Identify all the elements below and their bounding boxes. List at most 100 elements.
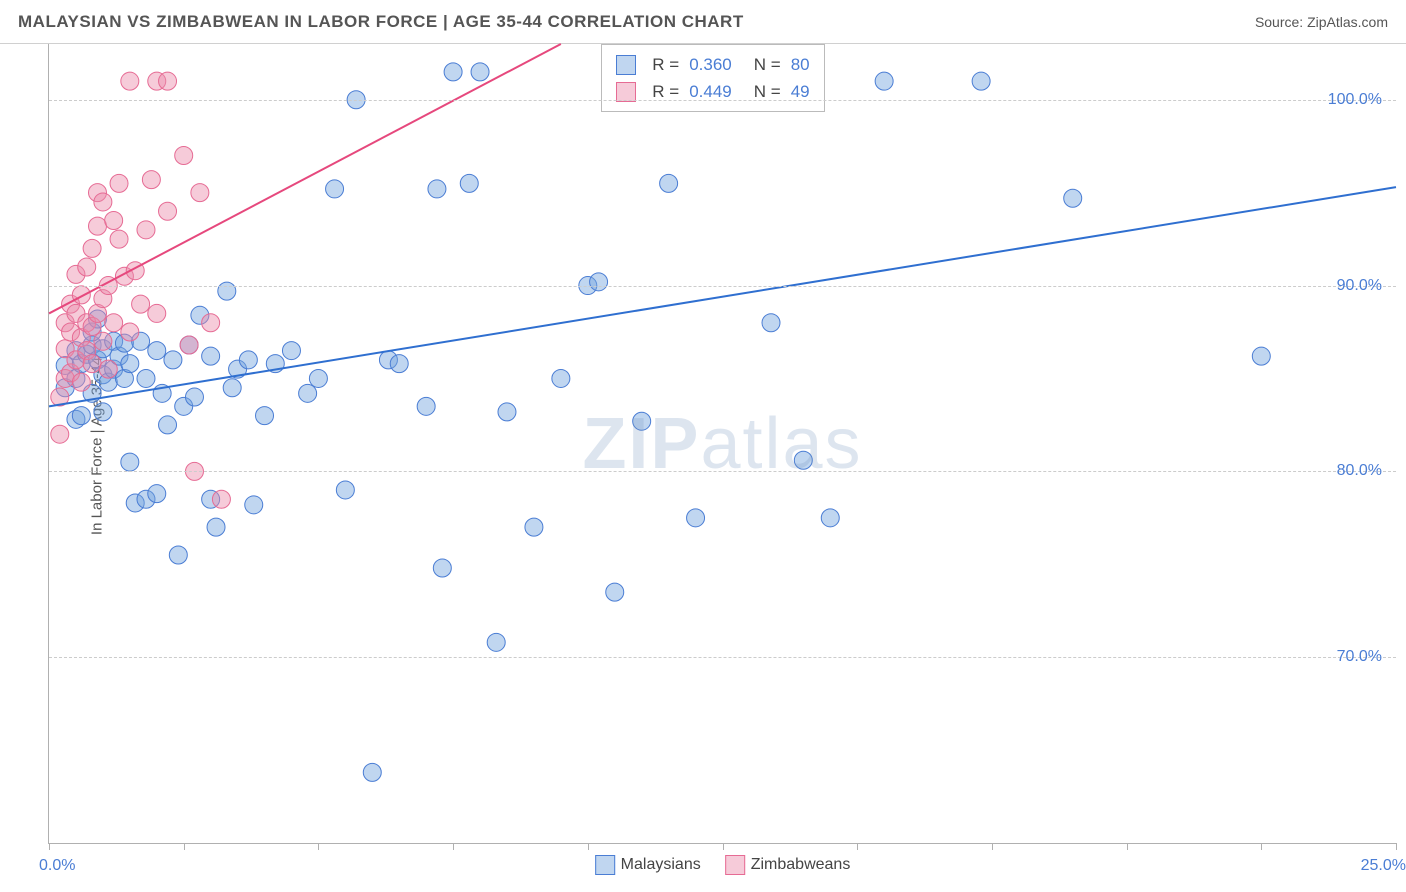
data-point — [148, 304, 166, 322]
data-point — [428, 180, 446, 198]
data-point — [72, 373, 90, 391]
data-point — [309, 369, 327, 387]
data-point — [212, 490, 230, 508]
source-label: Source: ZipAtlas.com — [1255, 14, 1388, 30]
chart-plot-area: ZIPatlas R = 0.360 N = 80 R = 0.449 N = … — [48, 44, 1396, 844]
gridline — [49, 100, 1396, 101]
y-tick-label: 80.0% — [1337, 462, 1382, 480]
series-legend: Malaysians Zimbabweans — [595, 855, 851, 875]
data-point — [687, 509, 705, 527]
chart-title: MALAYSIAN VS ZIMBABWEAN IN LABOR FORCE |… — [18, 12, 744, 32]
data-point — [88, 217, 106, 235]
x-tick — [318, 843, 319, 850]
data-point — [1064, 189, 1082, 207]
x-axis-min-label: 0.0% — [39, 857, 75, 875]
y-tick-label: 70.0% — [1337, 648, 1382, 666]
data-point — [202, 314, 220, 332]
x-tick — [49, 843, 50, 850]
swatch-icon — [595, 855, 615, 875]
data-point — [83, 239, 101, 257]
data-point — [164, 351, 182, 369]
data-point — [972, 72, 990, 90]
legend-row: R = 0.360 N = 80 — [616, 51, 809, 78]
data-point — [83, 355, 101, 373]
x-tick — [992, 843, 993, 850]
x-tick — [184, 843, 185, 850]
data-point — [185, 388, 203, 406]
data-point — [137, 221, 155, 239]
data-point — [207, 518, 225, 536]
data-point — [299, 384, 317, 402]
data-point — [417, 397, 435, 415]
data-point — [159, 202, 177, 220]
data-point — [105, 314, 123, 332]
x-tick — [1396, 843, 1397, 850]
data-point — [105, 212, 123, 230]
data-point — [487, 633, 505, 651]
data-point — [821, 509, 839, 527]
data-point — [552, 369, 570, 387]
data-point — [78, 258, 96, 276]
data-point — [660, 174, 678, 192]
data-point — [169, 546, 187, 564]
data-point — [51, 425, 69, 443]
data-point — [256, 407, 274, 425]
x-tick — [453, 843, 454, 850]
data-point — [245, 496, 263, 514]
data-point — [180, 336, 198, 354]
data-point — [148, 485, 166, 503]
trend-line — [49, 187, 1396, 406]
data-point — [137, 369, 155, 387]
y-tick-label: 90.0% — [1337, 277, 1382, 295]
gridline — [49, 471, 1396, 472]
data-point — [72, 286, 90, 304]
data-point — [223, 379, 241, 397]
data-point — [159, 416, 177, 434]
data-point — [72, 407, 90, 425]
data-point — [239, 351, 257, 369]
data-point — [94, 403, 112, 421]
legend-item-zimbabweans: Zimbabweans — [725, 855, 851, 875]
x-tick — [588, 843, 589, 850]
data-point — [121, 453, 139, 471]
legend-item-malaysians: Malaysians — [595, 855, 701, 875]
gridline — [49, 657, 1396, 658]
data-point — [336, 481, 354, 499]
data-point — [142, 171, 160, 189]
data-point — [444, 63, 462, 81]
data-point — [94, 332, 112, 350]
data-point — [460, 174, 478, 192]
data-point — [175, 146, 193, 164]
y-tick-label: 100.0% — [1328, 91, 1382, 109]
x-axis-max-label: 25.0% — [1361, 857, 1406, 875]
x-tick — [857, 843, 858, 850]
data-point — [191, 184, 209, 202]
gridline — [49, 286, 1396, 287]
data-point — [390, 355, 408, 373]
data-point — [794, 451, 812, 469]
data-point — [159, 72, 177, 90]
chart-svg — [49, 44, 1396, 843]
data-point — [121, 355, 139, 373]
data-point — [471, 63, 489, 81]
data-point — [121, 323, 139, 341]
data-point — [363, 763, 381, 781]
data-point — [132, 295, 150, 313]
data-point — [1252, 347, 1270, 365]
data-point — [498, 403, 516, 421]
data-point — [121, 72, 139, 90]
x-tick — [1261, 843, 1262, 850]
data-point — [633, 412, 651, 430]
data-point — [606, 583, 624, 601]
data-point — [590, 273, 608, 291]
x-tick — [723, 843, 724, 850]
data-point — [525, 518, 543, 536]
correlation-legend: R = 0.360 N = 80 R = 0.449 N = 49 — [601, 44, 824, 112]
data-point — [110, 230, 128, 248]
swatch-icon — [616, 55, 636, 75]
data-point — [762, 314, 780, 332]
x-tick — [1127, 843, 1128, 850]
data-point — [99, 360, 117, 378]
legend-row: R = 0.449 N = 49 — [616, 78, 809, 105]
title-bar: MALAYSIAN VS ZIMBABWEAN IN LABOR FORCE |… — [0, 0, 1406, 44]
